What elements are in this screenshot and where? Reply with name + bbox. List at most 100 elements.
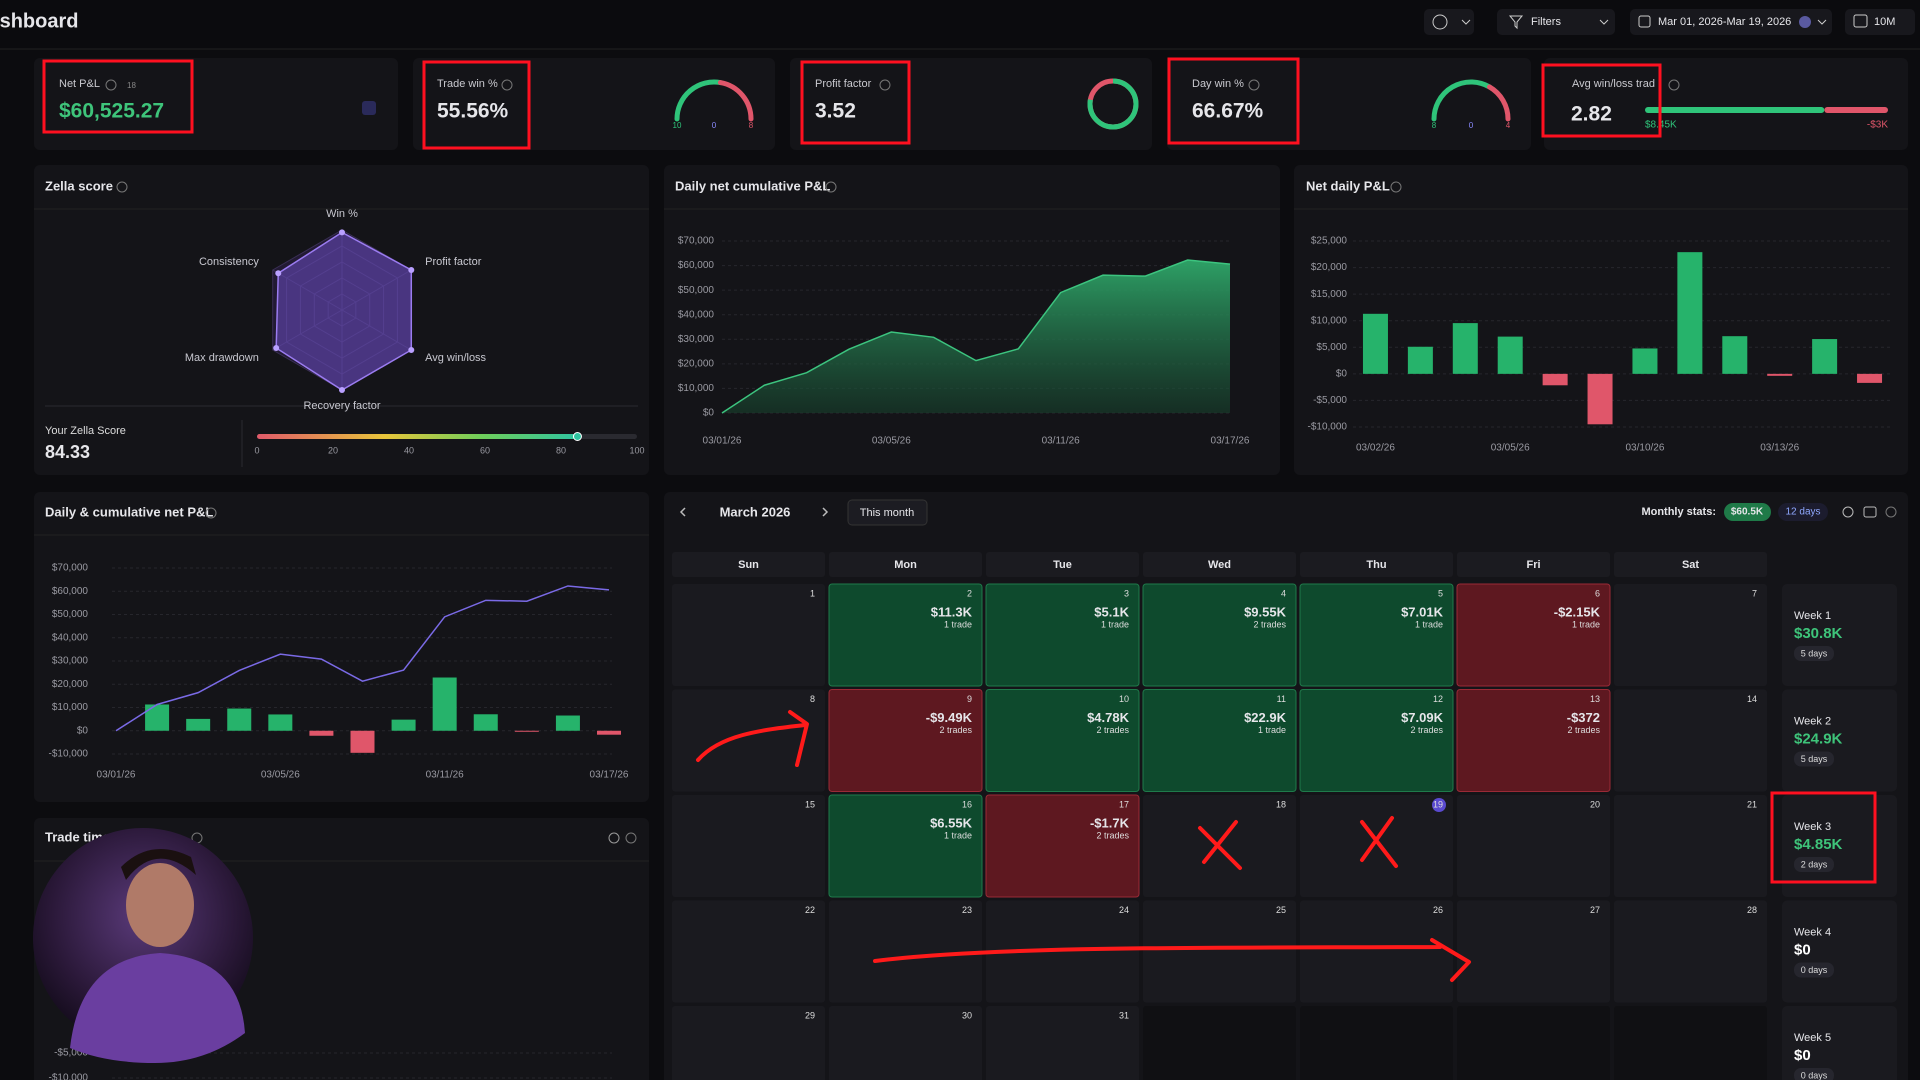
week-label: Week 1 [1794, 610, 1831, 622]
week-days-pill [1794, 751, 1834, 767]
monthly-days: 12 days [1785, 507, 1820, 518]
arrow [873, 938, 1471, 982]
weekday-label: Tue [1053, 559, 1072, 571]
info-icon[interactable] [105, 79, 117, 91]
panel-title: Zella score [45, 178, 113, 193]
info-icon[interactable] [501, 79, 513, 91]
day-cell [829, 900, 982, 1003]
filters-button[interactable] [1497, 9, 1615, 35]
x-tick-label: 03/11/26 [426, 770, 465, 781]
day-pnl: $7.01K [1401, 604, 1444, 619]
net-daily-panel [1294, 165, 1908, 475]
bar [1812, 339, 1838, 374]
stat-value: 2.82 [1571, 103, 1612, 126]
stat-label: Net P&L [59, 78, 100, 90]
gauge-label: 8 [749, 121, 754, 130]
day-cell [985, 794, 1140, 898]
webcam-face [126, 863, 194, 947]
day-trades: 2 trades [1096, 830, 1129, 840]
day-cell [1457, 900, 1610, 1003]
this-month-button[interactable] [847, 499, 928, 526]
info-icon[interactable] [625, 832, 637, 844]
radar-point [408, 347, 415, 353]
info-icon[interactable] [879, 79, 891, 91]
score-bar [257, 434, 578, 439]
radar-axis-label: Max drawdown [185, 352, 259, 364]
day-trades: 1 trade [944, 830, 972, 840]
y-tick-label: $70,000 [678, 236, 715, 247]
settings-icon[interactable] [608, 832, 620, 844]
score-label: Your Zella Score [45, 425, 126, 437]
week-days-pill [1794, 857, 1834, 872]
date-range-button[interactable] [1630, 9, 1832, 35]
stat-value: 66.67% [1192, 100, 1264, 123]
day-cell [672, 584, 825, 686]
day-cell [1457, 795, 1610, 897]
gauge-arc [674, 79, 723, 122]
radar-point [275, 270, 282, 277]
currency-button[interactable] [1424, 9, 1474, 35]
y-tick-label: $70,000 [52, 563, 89, 574]
radar-point [273, 345, 280, 351]
chevron [1817, 19, 1827, 25]
day-trades: 2 trades [1096, 725, 1129, 735]
panel-title: Net daily P&L [1306, 178, 1390, 193]
webcam-hair [121, 849, 196, 880]
bar [1677, 252, 1703, 374]
week-days: 0 days [1801, 1070, 1828, 1080]
gauge-label: 0 [1469, 121, 1474, 130]
chevron [1599, 19, 1609, 25]
info-icon[interactable] [116, 181, 128, 193]
account-label: 10M [1874, 16, 1895, 28]
info-icon[interactable] [825, 181, 837, 193]
avg-loss-bar [1824, 107, 1888, 113]
day-trades: 2 trades [1567, 725, 1600, 735]
day-cell [1142, 689, 1297, 792]
day-cell [1456, 689, 1611, 792]
info-icon[interactable] [1390, 181, 1402, 193]
score-tick: 40 [404, 445, 414, 455]
day-number: 14 [1747, 694, 1757, 704]
gauge-label: 0 [712, 121, 717, 130]
highlight-box [1167, 57, 1300, 145]
bar [1407, 346, 1433, 374]
radar-point [408, 267, 415, 273]
camera-icon[interactable] [1863, 506, 1877, 518]
clear-date[interactable] [1799, 16, 1811, 28]
day-cell [828, 689, 983, 792]
bar [391, 719, 416, 731]
empty-cell [1143, 1006, 1296, 1080]
x-tick-label: 03/17/26 [590, 770, 629, 781]
info-icon[interactable] [1668, 79, 1680, 91]
next-month[interactable] [822, 507, 829, 517]
card-icon[interactable] [362, 101, 376, 115]
day-pnl: -$1.7K [1090, 815, 1130, 830]
week-label: Week 5 [1794, 1032, 1831, 1044]
y-tick-label: $30,000 [52, 656, 89, 667]
bar [268, 714, 293, 731]
bar [555, 715, 580, 731]
week-pnl: $0 [1794, 1047, 1811, 1064]
stat-value: $60,525.27 [59, 100, 164, 123]
day-cell [1300, 795, 1453, 897]
settings-icon[interactable] [1842, 506, 1854, 518]
stat-label: Profit factor [815, 78, 872, 90]
info-icon[interactable] [1885, 506, 1897, 518]
calendar-icon [1638, 15, 1651, 28]
day-cell [1614, 795, 1767, 897]
day-pnl: $6.55K [930, 815, 973, 830]
y-tick-label: -$5,000 [54, 1048, 88, 1059]
currency-icon [1432, 14, 1448, 30]
prev-month[interactable] [679, 507, 686, 517]
day-number: 2 [967, 588, 972, 598]
day-number: 31 [1119, 1010, 1129, 1020]
info-icon[interactable] [1248, 79, 1260, 91]
bar [186, 718, 211, 731]
filter-icon [1508, 15, 1524, 30]
day-trades: 1 trade [1572, 619, 1600, 629]
day-trades: 1 trade [944, 619, 972, 629]
date-range: Mar 01, 2026-Mar 19, 2026 [1658, 16, 1791, 28]
stat-label: Avg win/loss trade [1572, 78, 1661, 90]
day-trades: 1 trade [1258, 725, 1286, 735]
info-icon[interactable] [205, 507, 217, 519]
